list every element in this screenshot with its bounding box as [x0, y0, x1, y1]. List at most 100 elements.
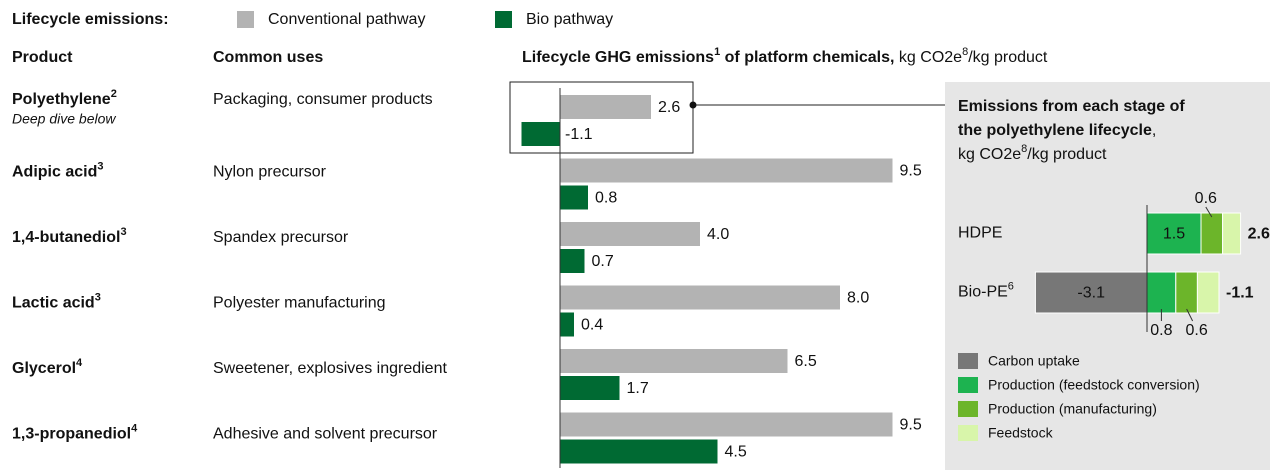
leader — [1186, 308, 1194, 322]
title-sup: 1 — [714, 46, 720, 58]
bar — [560, 312, 574, 337]
use-label: Spandex precursor — [213, 229, 349, 246]
legend-label: Production (feedstock conversion) — [988, 377, 1200, 393]
highlight-box — [509, 81, 694, 154]
stack-segment — [1146, 212, 1202, 255]
category-name: Adipic acid — [12, 164, 97, 181]
stack-segment — [1034, 271, 1148, 314]
use-label: Packaging, consumer products — [213, 91, 433, 108]
stack-segment — [1146, 271, 1177, 314]
category-label: 1,4-butanediol3 — [12, 226, 127, 246]
value-label: 9.5 — [900, 163, 922, 180]
category-name: Glycerol — [12, 360, 76, 377]
segment-label: 0.8 — [1150, 322, 1172, 339]
footnote-marker: 4 — [131, 422, 138, 434]
unit-sup: 8 — [1021, 143, 1027, 155]
title-part: /kg product — [968, 49, 1048, 66]
legend-swatch — [958, 425, 978, 441]
title-sup: 8 — [962, 46, 968, 58]
legend-swatch — [958, 401, 978, 417]
value-label: 8.0 — [847, 290, 869, 307]
bar — [560, 185, 588, 210]
legend-label: Feedstock — [988, 425, 1054, 441]
category-label: Polyethylene2 — [12, 88, 117, 108]
annotation: Deep dive below — [12, 111, 116, 127]
category-name: Bio-PE — [958, 284, 1008, 301]
category-label: Bio-PE6 — [958, 280, 1014, 300]
bar — [560, 412, 893, 437]
stack-segment — [1200, 212, 1224, 255]
unit-part: kg CO2e — [958, 146, 1021, 163]
legend-title: Lifecycle emissions: — [12, 11, 169, 28]
inset-title: Emissions from each stage of — [958, 98, 1185, 115]
legend-swatch — [958, 377, 978, 393]
unit-part: /kg product — [1027, 146, 1107, 163]
value-label: 0.4 — [581, 317, 603, 334]
category-label: Adipic acid3 — [12, 160, 103, 180]
category-label: Glycerol4 — [12, 357, 83, 377]
stack-segment — [1175, 271, 1198, 314]
value-label: -1.1 — [565, 126, 593, 143]
title-part: of platform chemicals, — [720, 49, 894, 66]
legend-label: Carbon uptake — [988, 353, 1080, 369]
category-name: Lactic acid — [12, 295, 95, 312]
title-part: the polyethylene lifecycle — [958, 122, 1152, 139]
use-label: Adhesive and solvent precursor — [213, 426, 438, 443]
legend-label: Conventional pathway — [268, 11, 425, 28]
bar — [560, 158, 893, 183]
leader — [1205, 206, 1213, 218]
legend-label: Bio pathway — [526, 11, 613, 28]
footnote-marker: 6 — [1008, 280, 1014, 292]
legend-label: Production (manufacturing) — [988, 401, 1157, 417]
bar — [560, 376, 620, 400]
bar — [521, 122, 560, 146]
bar — [560, 249, 585, 273]
value-label: 6.5 — [795, 353, 817, 370]
inset-unit: kg CO2e8/kg product — [958, 143, 1107, 163]
legend-swatch — [958, 353, 978, 369]
total-label: 2.6 — [1248, 226, 1270, 243]
stack-segment — [1222, 212, 1242, 255]
title-part: kg CO2e — [894, 49, 962, 66]
value-label: 2.6 — [658, 99, 680, 116]
use-label: Polyester manufacturing — [213, 295, 386, 312]
title-part: Lifecycle GHG emissions — [522, 49, 714, 66]
value-label: 1.7 — [627, 380, 649, 397]
stack-segment — [1196, 271, 1220, 314]
inset-title: the polyethylene lifecycle, — [958, 122, 1156, 139]
value-label: 0.8 — [595, 190, 617, 207]
value-label: 4.0 — [707, 226, 729, 243]
column-header: Common uses — [213, 49, 323, 66]
bar — [560, 285, 840, 310]
footnote-marker: 2 — [111, 88, 117, 100]
category-name: Polyethylene — [12, 91, 111, 108]
value-label: 9.5 — [900, 417, 922, 434]
category-label: HDPE — [958, 225, 1002, 242]
segment-label: 0.6 — [1195, 190, 1217, 207]
title-part: , — [1152, 122, 1156, 139]
value-label: 4.5 — [725, 444, 747, 461]
bar — [560, 439, 718, 464]
category-name: 1,3-propanediol — [12, 426, 131, 443]
category-name: HDPE — [958, 225, 1002, 242]
category-name: 1,4-butanediol — [12, 229, 120, 246]
footnote-marker: 3 — [97, 160, 103, 172]
use-label: Nylon precursor — [213, 164, 327, 181]
category-label: Lactic acid3 — [12, 291, 101, 311]
bar — [560, 95, 651, 119]
segment-label: 1.5 — [1163, 226, 1185, 243]
category-label: 1,3-propanediol4 — [12, 422, 138, 442]
use-label: Sweetener, explosives ingredient — [213, 360, 447, 377]
column-header: Product — [12, 49, 73, 66]
segment-label: -3.1 — [1077, 285, 1105, 302]
total-label: -1.1 — [1226, 285, 1254, 302]
value-label: 0.7 — [592, 253, 614, 270]
segment-label: 0.6 — [1185, 322, 1207, 339]
footnote-marker: 3 — [95, 291, 101, 303]
footnote-marker: 3 — [120, 226, 126, 238]
legend-swatch — [237, 11, 254, 28]
legend-swatch — [495, 11, 512, 28]
connector-dot — [689, 101, 697, 109]
footnote-marker: 4 — [76, 357, 83, 369]
